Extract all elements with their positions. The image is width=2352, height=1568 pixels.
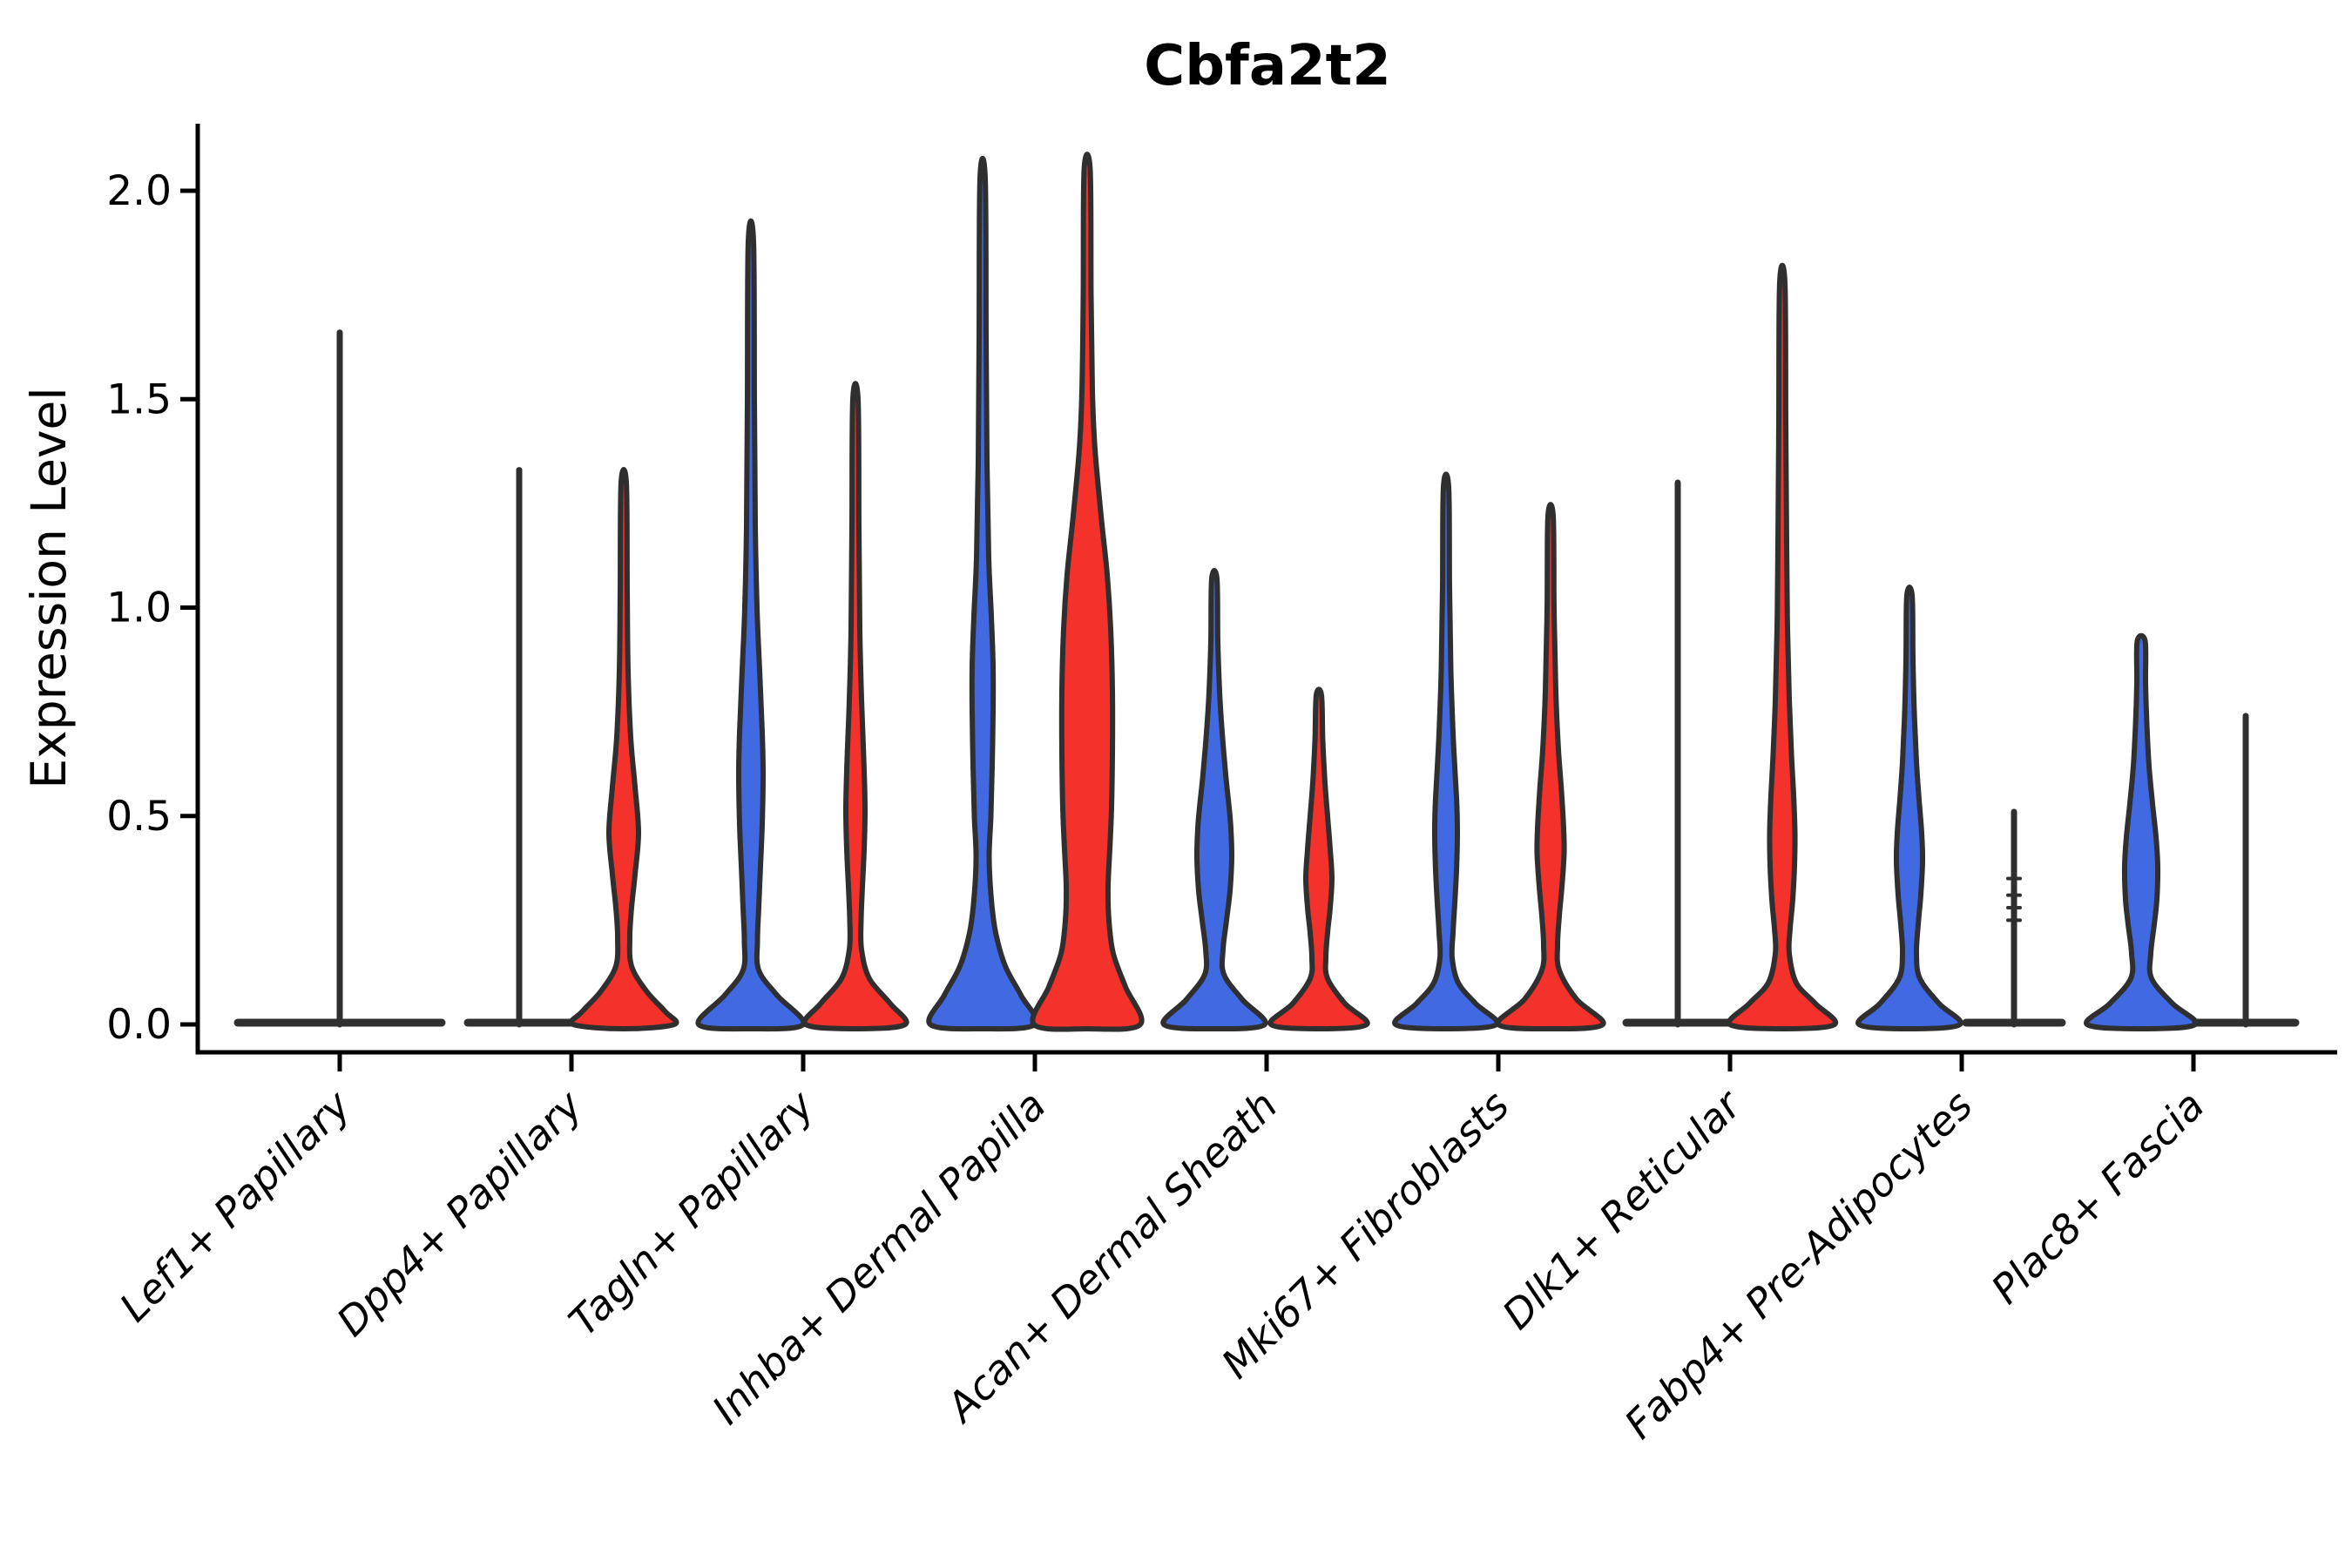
y-axis-label: Expression Level (21, 387, 77, 788)
x-tick-label: Dpp4+ Papillary (328, 1081, 591, 1345)
x-tick-label: Plac8+ Fascia (1982, 1082, 2213, 1313)
violin-red (1030, 152, 1145, 1032)
violin-blue (2084, 632, 2199, 1031)
x-tick-label: Tagln+ Papillary (559, 1081, 823, 1345)
y-tick-label: 0.5 (106, 793, 172, 841)
violin-red (1267, 686, 1370, 1031)
chart-title: Cbfa2t2 (1144, 34, 1390, 98)
violin-red (801, 381, 909, 1031)
violin-red (568, 466, 679, 1031)
y-tick-label: 2.0 (106, 167, 172, 215)
y-tick-label: 1.0 (106, 585, 172, 632)
x-tick-label: Lef1+ Papillary (111, 1081, 360, 1330)
y-tick-label: 0.0 (106, 1001, 172, 1049)
violin-blue (926, 156, 1039, 1032)
violin-blue (695, 218, 807, 1032)
violin-blue (1392, 471, 1500, 1031)
violin-blue (1160, 568, 1268, 1032)
x-tick-label: Dlk1+ Reticular (1493, 1079, 1752, 1338)
y-tick-label: 1.5 (106, 375, 172, 423)
violin-red (1495, 502, 1606, 1032)
violins-layer (233, 152, 2300, 1032)
violin-blue (1855, 585, 1963, 1031)
violin-red (1726, 262, 1839, 1031)
